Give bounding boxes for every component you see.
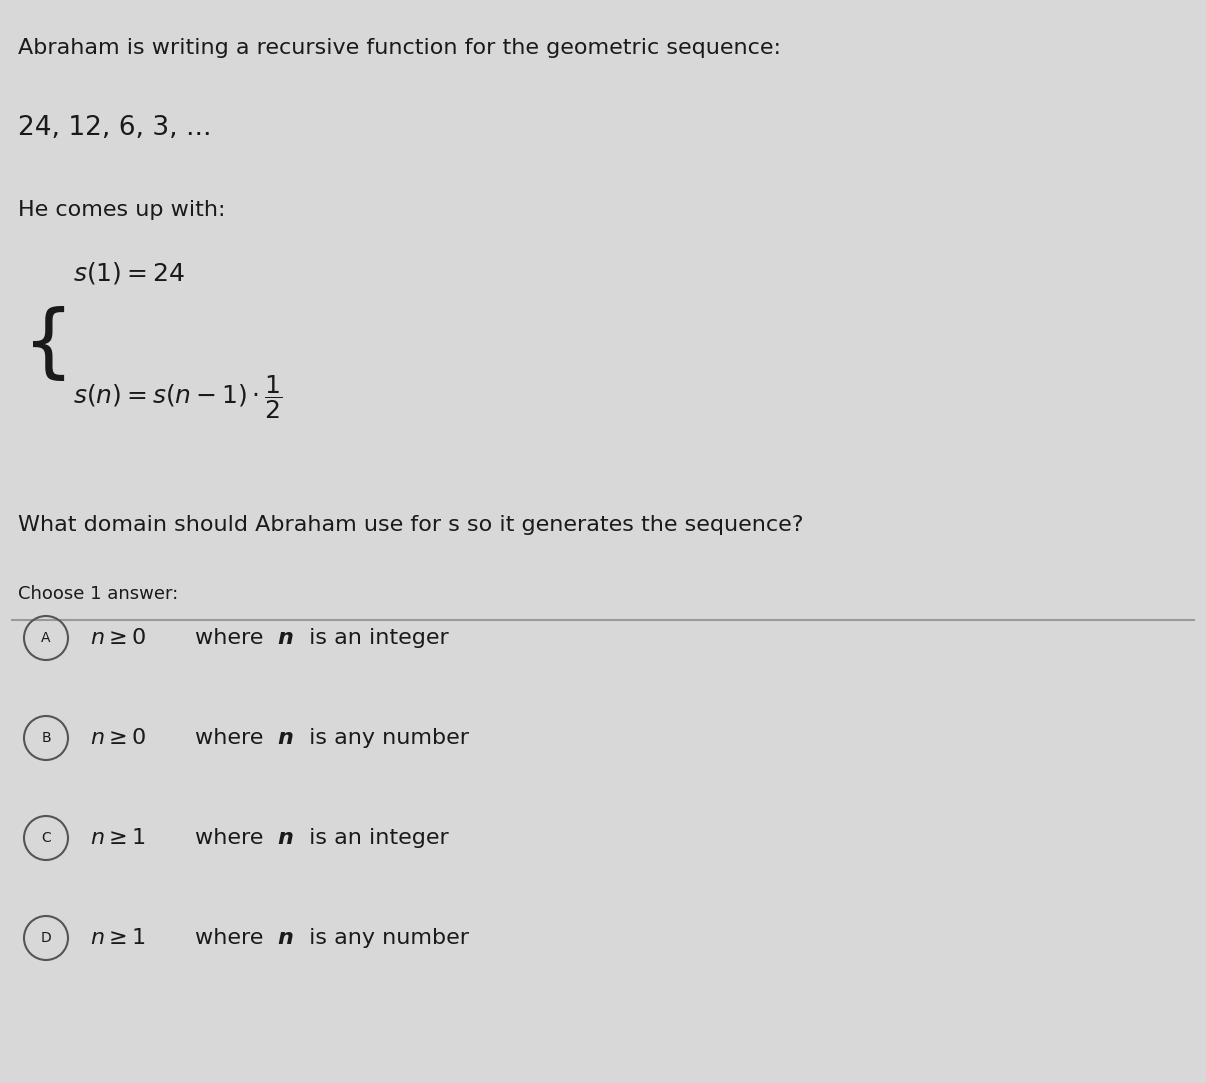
Text: {: {	[23, 306, 75, 384]
Text: He comes up with:: He comes up with:	[18, 200, 226, 220]
Text: $n \geq 0$: $n \geq 0$	[90, 628, 146, 648]
Text: is an integer: is an integer	[302, 828, 449, 848]
Text: $\boldsymbol{n}$: $\boldsymbol{n}$	[277, 628, 293, 648]
Text: where: where	[195, 628, 270, 648]
Text: $s(1) = 24$: $s(1) = 24$	[74, 260, 185, 286]
Text: $n \geq 1$: $n \geq 1$	[90, 928, 146, 948]
Text: Choose 1 answer:: Choose 1 answer:	[18, 585, 178, 603]
Text: is any number: is any number	[302, 728, 469, 748]
Text: A: A	[41, 631, 51, 645]
Text: C: C	[41, 831, 51, 845]
Text: What domain should Abraham use for s so it generates the sequence?: What domain should Abraham use for s so …	[18, 516, 803, 535]
Text: where: where	[195, 928, 270, 948]
Text: 24, 12, 6, 3, ...: 24, 12, 6, 3, ...	[18, 115, 211, 141]
Text: B: B	[41, 731, 51, 745]
Text: $s(n) = s(n-1) \cdot \dfrac{1}{2}$: $s(n) = s(n-1) \cdot \dfrac{1}{2}$	[74, 374, 282, 421]
Text: is an integer: is an integer	[302, 628, 449, 648]
Text: $\boldsymbol{n}$: $\boldsymbol{n}$	[277, 828, 293, 848]
Text: where: where	[195, 828, 270, 848]
Text: D: D	[41, 931, 52, 945]
Text: is any number: is any number	[302, 928, 469, 948]
Text: $\boldsymbol{n}$: $\boldsymbol{n}$	[277, 728, 293, 748]
Text: $n \geq 1$: $n \geq 1$	[90, 828, 146, 848]
Text: where: where	[195, 728, 270, 748]
Text: $\boldsymbol{n}$: $\boldsymbol{n}$	[277, 928, 293, 948]
Text: $n \geq 0$: $n \geq 0$	[90, 728, 146, 748]
Text: Abraham is writing a recursive function for the geometric sequence:: Abraham is writing a recursive function …	[18, 38, 781, 58]
